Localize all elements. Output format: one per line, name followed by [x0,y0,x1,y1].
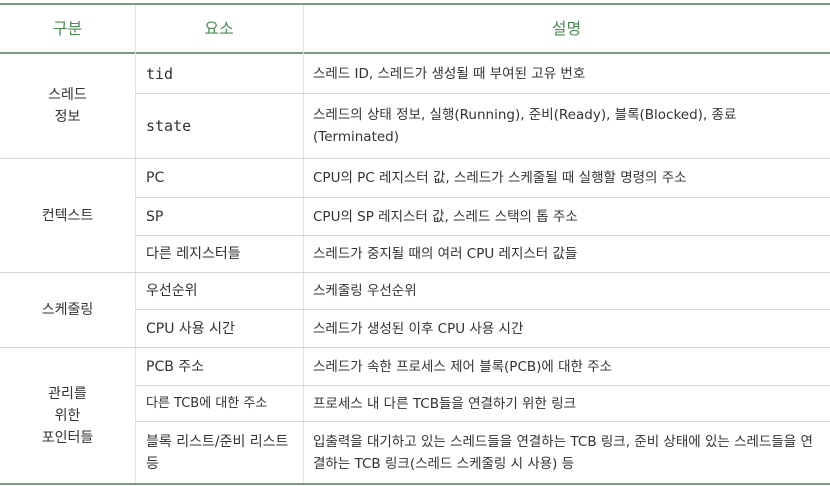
category-thread-info: 스레드 정보 [0,54,135,158]
header-element: 요소 [204,18,234,38]
element-cpu-time: CPU 사용 시간 [146,320,235,337]
column-divider-2 [303,5,304,483]
row-separator [135,235,830,236]
element-pc: PC [146,170,165,186]
header-category: 구분 [52,18,83,38]
element-tid: tid [146,64,174,83]
description-tid: 스레드 ID, 스레드가 생성될 때 부여된 고유 번호 [313,65,586,82]
row-separator [135,93,830,94]
element-state: state [146,117,192,135]
description-cpu-time: 스레드가 생성된 이후 CPU 사용 시간 [313,320,524,337]
category-context: 컨텍스트 [41,207,94,224]
column-divider-1 [135,5,136,483]
group-separator [0,272,830,273]
group-separator [0,347,830,348]
bottom-rule [0,483,830,485]
top-rule [0,3,830,5]
description-pcb-address: 스레드가 속한 프로세스 제어 블록(PCB)에 대한 주소 [313,358,613,375]
row-separator [135,309,830,310]
header-description: 설명 [551,18,582,38]
element-sp: SP [146,208,164,225]
element-other-tcb-address: 다른 TCB에 대한 주소 [146,395,268,411]
category-label: 스레드 정보 [48,87,87,125]
description-state: 스레드의 상태 정보, 실행(Running), 준비(Ready), 블록(B… [313,107,737,145]
element-priority: 우선순위 [146,283,198,299]
description-other-registers: 스레드가 중지될 때의 여러 CPU 레지스터 값들 [313,246,578,262]
element-other-registers: 다른 레지스터들 [146,246,241,262]
row-separator [135,197,830,198]
element-block-ready-list: 블록 리스트/준비 리스트 등 [146,433,289,472]
description-other-tcb-address: 프로세스 내 다른 TCB들을 연결하기 위한 링크 [313,395,577,412]
element-pcb-address: PCB 주소 [146,358,205,375]
description-block-ready-list: 입출력을 대기하고 있는 스레드들을 연결하는 TCB 링크, 준비 상태에 있… [313,433,813,472]
row-separator [135,385,830,386]
row-separator [135,421,830,422]
header-rule [0,52,830,54]
category-management-pointers: 관리를 위한 포인터들 [0,348,135,483]
description-pc: CPU의 PC 레지스터 값, 스레드가 스케줄될 때 실행할 명령의 주소 [313,170,687,186]
description-sp: CPU의 SP 레지스터 값, 스레드 스택의 톱 주소 [313,208,578,225]
category-scheduling: 스케줄링 [41,302,94,318]
group-separator [0,158,830,159]
category-label: 관리를 위한 포인터들 [41,385,94,446]
description-priority: 스케줄링 우선순위 [313,283,417,299]
